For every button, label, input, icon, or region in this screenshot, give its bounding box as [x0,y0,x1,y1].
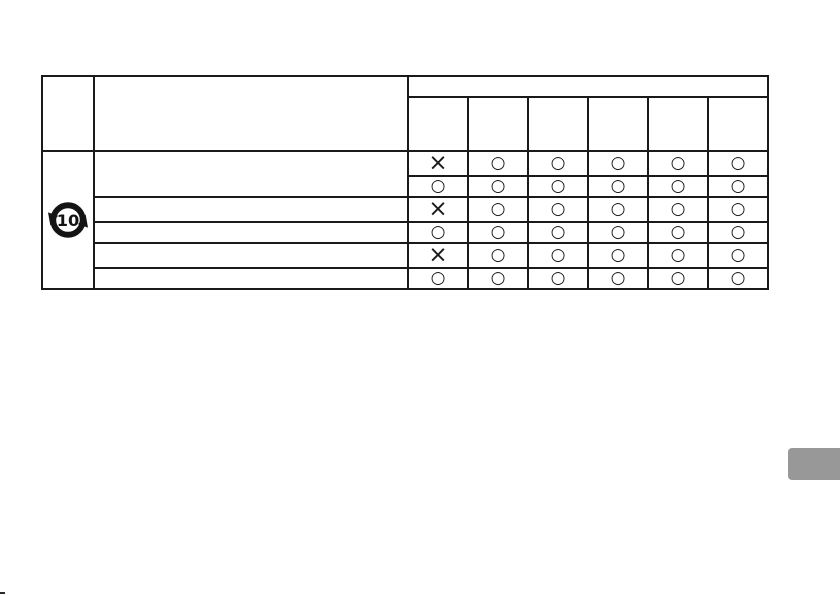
symbol-cell: ○ [467,242,529,269]
symbol-cell: × [407,196,469,223]
substances-group-header-cell [407,75,769,98]
symbol-cell: ○ [527,242,589,269]
symbol-cell: ○ [707,175,769,198]
symbol-cell: ○ [707,221,769,244]
print-artifact-mark [0,592,5,594]
symbol-cell: ○ [467,175,529,198]
substance-column-header-cell [647,96,709,152]
rohs-logo-cell: 10 [41,150,95,290]
symbol-cell: ○ [407,267,469,290]
symbol-cell: ○ [587,175,649,198]
symbol-cell: ○ [467,267,529,290]
symbol-cell: ○ [647,175,709,198]
symbol-cell: ○ [707,242,769,269]
symbol-cell: ○ [707,150,769,177]
symbol-cell: ○ [587,221,649,244]
part-name-cell [93,267,409,290]
symbol-cell: ○ [587,267,649,290]
symbol-cell: ○ [467,196,529,223]
substance-column-header-cell [407,96,469,152]
symbol-cell: ○ [527,175,589,198]
china-rohs-efup-icon: 10 [48,202,88,238]
symbol-cell: ○ [647,221,709,244]
symbol-cell: × [407,242,469,269]
symbol-cell: ○ [647,150,709,177]
symbol-cell: ○ [647,196,709,223]
page-edge-tab [788,448,840,480]
substance-column-header-cell [707,96,769,152]
symbol-cell: ○ [527,267,589,290]
symbol-cell: × [407,150,469,177]
substance-column-header-cell [467,96,529,152]
symbol-cell: ○ [407,175,469,198]
rohs-substance-table: 10 × ○ ○ ○ ○ ○ ○ ○ ○ ○ ○ ○ × [41,75,769,290]
symbol-cell: ○ [707,267,769,290]
symbol-cell: ○ [407,221,469,244]
symbol-cell: ○ [587,196,649,223]
part-name-cell [93,242,409,269]
symbol-cell: ○ [527,150,589,177]
part-name-cell [93,196,409,223]
symbol-cell: ○ [707,196,769,223]
part-name-cell [93,150,409,198]
symbol-cell: ○ [647,242,709,269]
part-column-header-cell [93,75,409,152]
substance-column-header-cell [527,96,589,152]
logo-column-header-cell [41,75,95,152]
symbol-cell: ○ [467,221,529,244]
part-name-cell [93,221,409,244]
symbol-cell: ○ [587,242,649,269]
rohs-number-label: 10 [57,211,80,230]
symbol-cell: ○ [527,196,589,223]
symbol-cell: ○ [527,221,589,244]
symbol-cell: ○ [647,267,709,290]
symbol-cell: ○ [467,150,529,177]
substance-column-header-cell [587,96,649,152]
symbol-cell: ○ [587,150,649,177]
